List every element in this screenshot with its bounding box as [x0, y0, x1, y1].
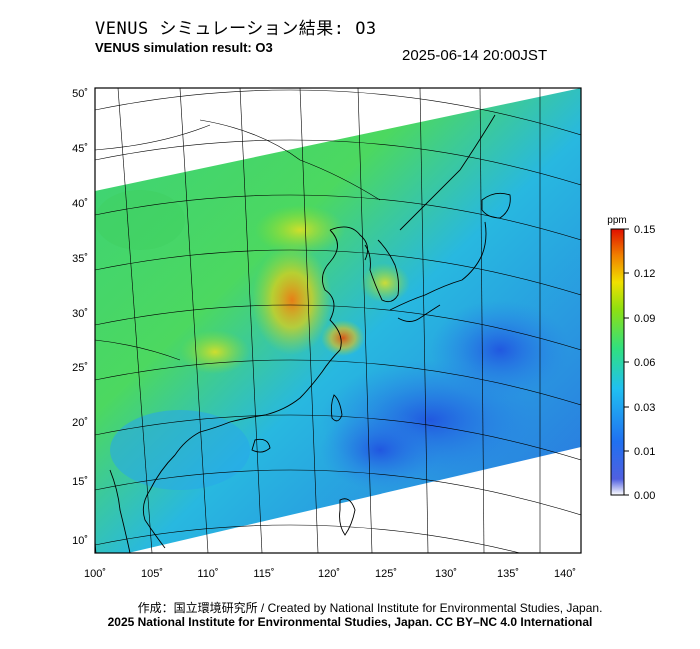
- lon-tick-140: 140˚: [554, 568, 576, 580]
- credit-line-2: 2025 National Institute for Environmenta…: [107, 615, 593, 629]
- colorbar-scale: [610, 228, 625, 496]
- ozone-field: [95, 88, 581, 553]
- lat-tick-50: 50˚: [72, 88, 88, 100]
- graticule-meridians: [95, 88, 541, 553]
- colorbar-label-0.12: 0.12: [634, 268, 655, 280]
- ozone-map: 50˚ 45˚ 40˚ 35˚ 30˚ 25˚ 20˚ 15˚ 10˚ 100˚…: [72, 87, 655, 580]
- lat-tick-35: 35˚: [72, 253, 88, 265]
- lon-tick-110: 110˚: [197, 568, 218, 580]
- map-frame: [94, 87, 582, 554]
- lon-tick-135: 135˚: [497, 568, 519, 580]
- colorbar: ppm 0.15 0.12 0.09 0.06 0.03 0.01 0.00: [607, 215, 655, 502]
- colorbar-label-0.01: 0.01: [634, 446, 655, 458]
- lat-tick-10: 10˚: [72, 535, 88, 547]
- latitude-axis: 50˚ 45˚ 40˚ 35˚ 30˚ 25˚ 20˚ 15˚ 10˚: [72, 88, 88, 547]
- longitude-axis: 100˚ 105˚ 110˚ 115˚ 120˚ 125˚ 130˚ 135˚ …: [84, 568, 576, 580]
- title-japanese: VENUS シミュレーション結果: O3: [95, 19, 377, 39]
- colorbar-label-0.03: 0.03: [634, 402, 655, 414]
- lat-tick-40: 40˚: [72, 198, 88, 210]
- graticule-parallels: [95, 89, 581, 553]
- forecast-timestamp: 2025-06-14 20:00JST: [402, 47, 548, 64]
- lon-tick-125: 125˚: [375, 568, 397, 580]
- coastlines: [95, 114, 511, 553]
- lon-tick-100: 100˚: [84, 568, 106, 580]
- lon-tick-115: 115˚: [253, 568, 274, 580]
- lon-tick-105: 105˚: [141, 568, 163, 580]
- colorbar-label-0.00: 0.00: [634, 490, 655, 502]
- lat-tick-30: 30˚: [72, 308, 88, 320]
- colorbar-label-0.06: 0.06: [634, 357, 655, 369]
- lon-tick-130: 130˚: [435, 568, 457, 580]
- lon-tick-120: 120˚: [318, 568, 340, 580]
- colorbar-label-0.09: 0.09: [634, 313, 655, 325]
- credit-line-1: 作成：国立環境研究所 / Created by National Institu…: [137, 601, 603, 615]
- colorbar-unit: ppm: [607, 215, 626, 226]
- lat-tick-25: 25˚: [72, 362, 88, 374]
- lat-tick-15: 15˚: [72, 476, 88, 488]
- lat-tick-20: 20˚: [72, 417, 88, 429]
- lat-tick-45: 45˚: [72, 143, 88, 155]
- colorbar-ticks: [624, 228, 629, 496]
- title-english: VENUS simulation result: O3: [95, 40, 273, 55]
- colorbar-label-0.15: 0.15: [634, 224, 655, 236]
